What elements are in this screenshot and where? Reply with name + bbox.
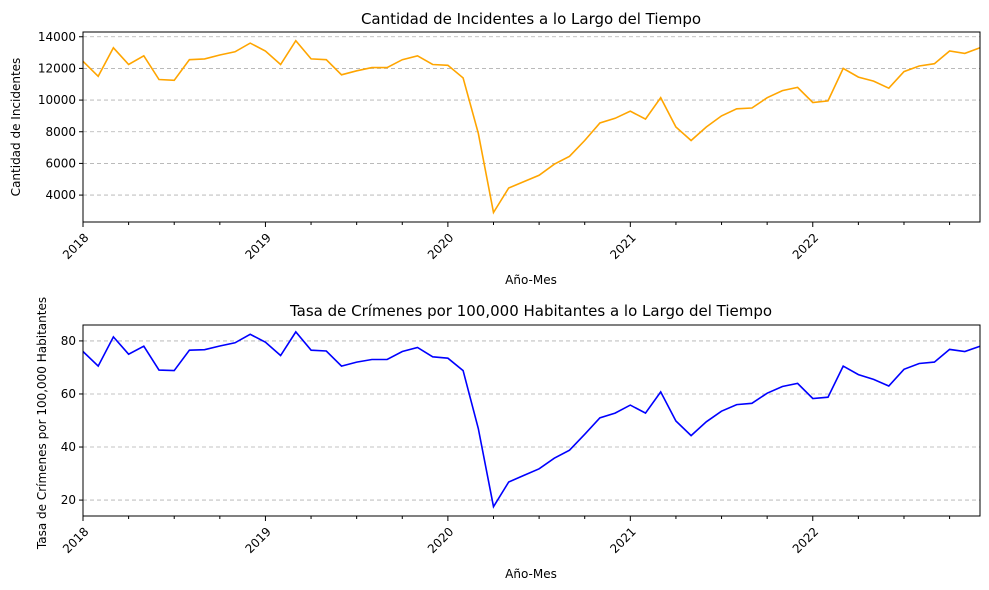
y-tick-label: 14000 bbox=[38, 30, 76, 44]
x-tick-label: 2022 bbox=[790, 525, 821, 556]
series-line bbox=[82, 330, 981, 509]
plot-frame bbox=[82, 31, 981, 223]
x-tick-label: 2018 bbox=[60, 231, 91, 262]
incidents-chart: Cantidad de Incidentes a lo Largo del Ti… bbox=[9, 10, 981, 287]
x-tick-label: 2020 bbox=[425, 231, 456, 262]
x-tick-label: 2022 bbox=[790, 231, 821, 262]
x-axis-label: Año-Mes bbox=[505, 567, 557, 581]
y-tick-label: 6000 bbox=[45, 156, 76, 170]
y-tick-label: 40 bbox=[61, 440, 76, 454]
axis-ticks: 20 40 60 80 2018 2019 2020 2021 2022 bbox=[60, 334, 951, 556]
y-axis-label: Cantidad de Incidentes bbox=[9, 58, 23, 197]
y-axis-label: Tasa de Crímenes por 100,000 Habitantes bbox=[35, 297, 49, 550]
y-tick-label: 60 bbox=[61, 387, 76, 401]
grid-lines bbox=[83, 340, 980, 501]
chart-title: Cantidad de Incidentes a lo Largo del Ti… bbox=[361, 10, 701, 28]
y-tick-label: 8000 bbox=[45, 125, 76, 139]
x-tick-label: 2018 bbox=[60, 525, 91, 556]
y-tick-label: 12000 bbox=[38, 61, 76, 75]
series-line bbox=[82, 39, 981, 215]
x-tick-label: 2019 bbox=[242, 525, 273, 556]
y-tick-label: 80 bbox=[61, 334, 76, 348]
y-tick-label: 10000 bbox=[38, 93, 76, 107]
x-tick-label: 2021 bbox=[607, 525, 638, 556]
crime-rate-chart: Tasa de Crímenes por 100,000 Habitantes … bbox=[35, 297, 981, 581]
y-tick-label: 20 bbox=[61, 493, 76, 507]
x-tick-label: 2021 bbox=[607, 231, 638, 262]
x-tick-label: 2019 bbox=[242, 231, 273, 262]
x-axis-label: Año-Mes bbox=[505, 273, 557, 287]
chart-title: Tasa de Crímenes por 100,000 Habitantes … bbox=[289, 302, 772, 320]
y-tick-label: 4000 bbox=[45, 188, 76, 202]
plot-frame bbox=[82, 324, 981, 517]
axis-ticks: 4000 6000 8000 10000 12000 14000 2018 2019 2020 2… bbox=[38, 30, 951, 262]
x-tick-label: 2020 bbox=[425, 525, 456, 556]
grid-lines bbox=[83, 36, 980, 196]
